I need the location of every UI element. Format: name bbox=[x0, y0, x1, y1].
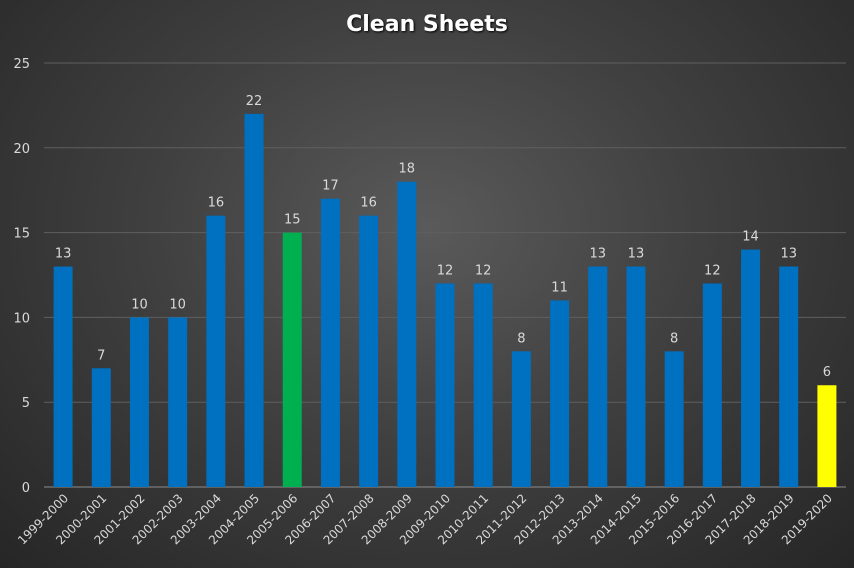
data-label: 13 bbox=[628, 247, 645, 262]
bar bbox=[53, 266, 73, 487]
bar bbox=[588, 266, 608, 487]
bar bbox=[779, 266, 799, 487]
data-label: 10 bbox=[131, 297, 148, 312]
bar bbox=[397, 181, 417, 487]
data-label: 15 bbox=[284, 213, 301, 228]
data-label: 16 bbox=[208, 196, 225, 211]
data-label: 13 bbox=[589, 247, 606, 262]
bar bbox=[244, 113, 264, 487]
bar bbox=[168, 317, 188, 487]
bar bbox=[664, 351, 684, 487]
data-label: 11 bbox=[551, 280, 568, 295]
bar bbox=[359, 215, 379, 487]
data-label: 7 bbox=[97, 348, 105, 363]
data-label: 14 bbox=[742, 230, 759, 245]
bar bbox=[741, 249, 761, 487]
bar bbox=[626, 266, 646, 487]
data-label: 13 bbox=[780, 247, 797, 262]
bar bbox=[702, 283, 722, 487]
bar bbox=[282, 232, 302, 487]
y-tick-label: 15 bbox=[13, 227, 30, 242]
data-label: 6 bbox=[823, 365, 831, 380]
chart-title: Clean Sheets bbox=[346, 12, 508, 37]
bar bbox=[129, 317, 149, 487]
y-tick-label: 5 bbox=[22, 396, 30, 411]
data-label: 12 bbox=[437, 263, 454, 278]
data-label: 22 bbox=[246, 94, 263, 109]
y-tick-label: 0 bbox=[22, 481, 30, 496]
bar bbox=[320, 198, 340, 487]
y-tick-label: 20 bbox=[13, 142, 30, 157]
bar bbox=[550, 300, 570, 487]
y-tick-label: 10 bbox=[13, 311, 30, 326]
bar bbox=[435, 283, 455, 487]
data-label: 8 bbox=[517, 331, 525, 346]
bar bbox=[817, 385, 837, 487]
bar bbox=[511, 351, 531, 487]
data-label: 12 bbox=[704, 263, 721, 278]
data-label: 10 bbox=[169, 297, 186, 312]
bar bbox=[473, 283, 493, 487]
data-label: 17 bbox=[322, 179, 339, 194]
data-label: 13 bbox=[55, 247, 72, 262]
data-label: 8 bbox=[670, 331, 678, 346]
data-label: 18 bbox=[399, 162, 416, 177]
y-tick-label: 25 bbox=[13, 57, 30, 72]
data-label: 16 bbox=[360, 196, 377, 211]
bar bbox=[91, 368, 111, 487]
bar bbox=[206, 215, 226, 487]
data-label: 12 bbox=[475, 263, 492, 278]
